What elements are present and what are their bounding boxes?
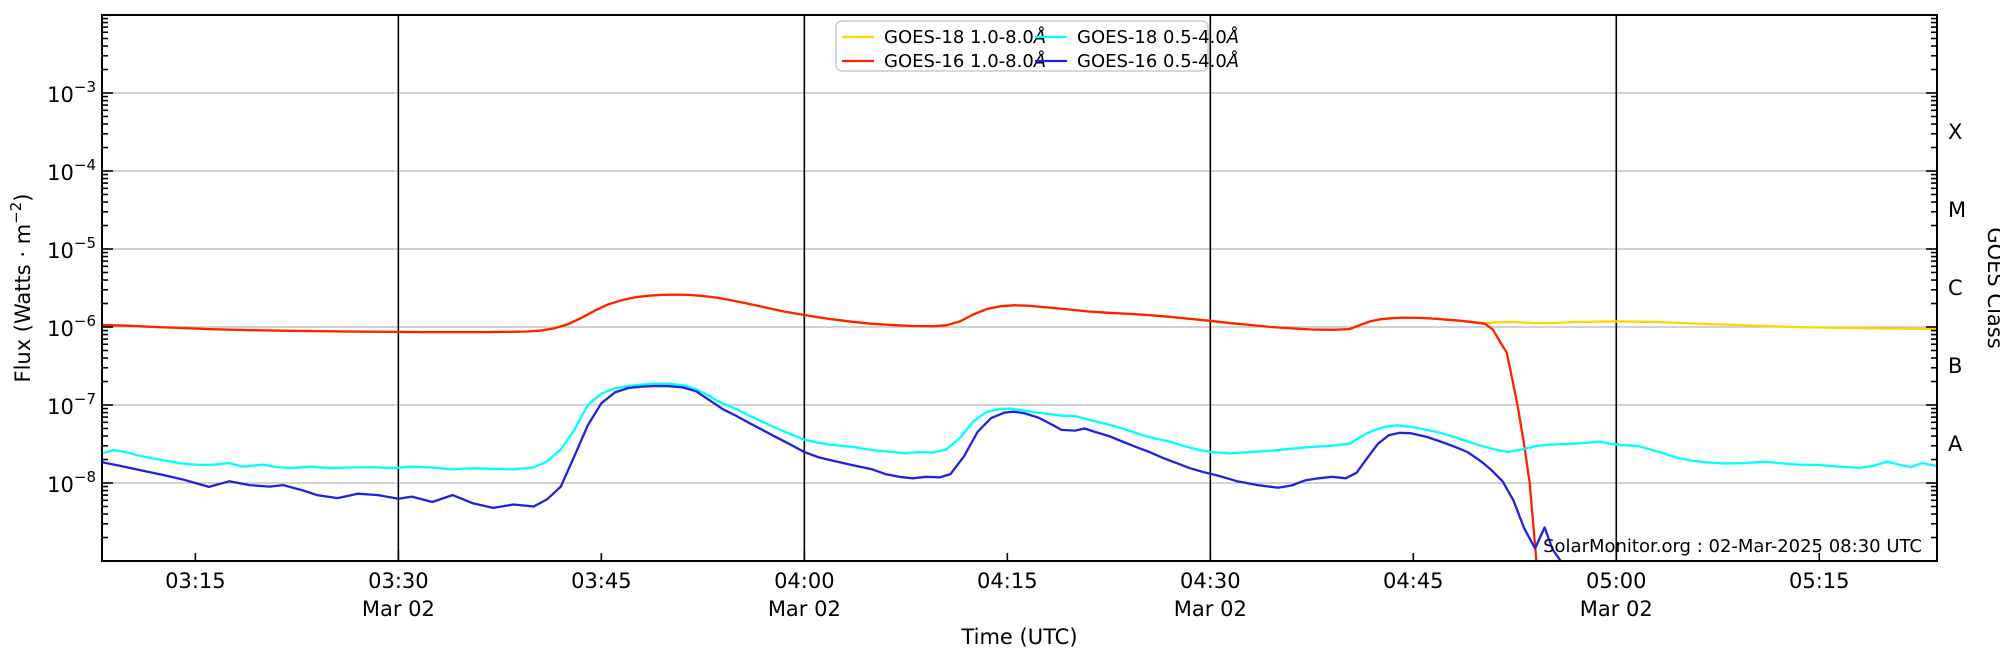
x-date-label-04:30: Mar 02	[1174, 597, 1247, 621]
goes-class-label-X: X	[1948, 120, 1962, 144]
right-axis-title: GOES Class	[1983, 227, 2000, 348]
x-tick-label-04:00: 04:00	[774, 569, 835, 593]
y-tick-labels: 10−3 10−4 10−5 10−6 10−7 10−8	[47, 78, 96, 497]
x-tick-label-04:45: 04:45	[1383, 569, 1444, 593]
legend-label-1: GOES-16 1.0-8.0Å	[884, 50, 1046, 72]
x-tick-label-05:00: 05:00	[1586, 569, 1647, 593]
series-line-1-goes-16-1-0-8-0-	[102, 293, 1538, 561]
x-date-label-04:00: Mar 02	[768, 597, 841, 621]
x-tick-label-05:15: 05:15	[1789, 569, 1850, 593]
y-axis-title: Flux (Watts · m−2)	[7, 193, 35, 382]
x-tick-label-04:15: 04:15	[977, 569, 1038, 593]
y-tick-label-1e-4: 10−4	[47, 156, 96, 185]
date-lines	[397, 15, 1618, 561]
x-date-label-03:30: Mar 02	[362, 597, 435, 621]
legend-label-0: GOES-18 1.0-8.0Å	[884, 26, 1046, 48]
x-tick-label-03:15: 03:15	[165, 569, 226, 593]
x-tick-labels: 03:15 03:45 04:15 04:45 05:15 03:30 Mar 02 04:0…	[165, 569, 1849, 621]
x-tick-label-03:30: 03:30	[368, 569, 429, 593]
goes-class-label-B: B	[1948, 354, 1962, 378]
y-tick-label-1e-6: 10−6	[47, 312, 96, 341]
legend-label-2: GOES-18 0.5-4.0Å	[1077, 26, 1239, 48]
y-tick-label-1e-8: 10−8	[47, 468, 96, 497]
x-axis-title: Time (UTC)	[960, 625, 1077, 649]
solarmonitor-annotation: SolarMonitor.org : 02-Mar-2025 08:30 UTC	[1543, 536, 1922, 557]
series-lines	[102, 293, 1937, 561]
y-gridlines	[102, 92, 1937, 484]
goes-class-label-C: C	[1948, 276, 1963, 300]
goes-class-label-M: M	[1948, 198, 1966, 222]
goes-class-label-A: A	[1948, 432, 1963, 456]
plot-border	[101, 14, 1938, 562]
axis-ticks	[102, 17, 1937, 561]
x-tick-label-03:45: 03:45	[571, 569, 632, 593]
y-tick-label-1e-5: 10−5	[47, 234, 96, 263]
series-line-2-goes-18-0-5-4-0-	[102, 382, 1937, 471]
legend-label-3: GOES-16 0.5-4.0Å	[1077, 50, 1239, 72]
legend-box	[835, 20, 1209, 72]
x-tick-label-04:30: 04:30	[1180, 569, 1241, 593]
x-date-label-05:00: Mar 02	[1580, 597, 1653, 621]
series-line-3-goes-16-0-5-4-0-	[102, 384, 1562, 561]
goes-class-labels: X M C B A	[1948, 120, 1966, 456]
y-tick-label-1e-3: 10−3	[47, 78, 96, 107]
y-tick-label-1e-7: 10−7	[47, 390, 96, 419]
